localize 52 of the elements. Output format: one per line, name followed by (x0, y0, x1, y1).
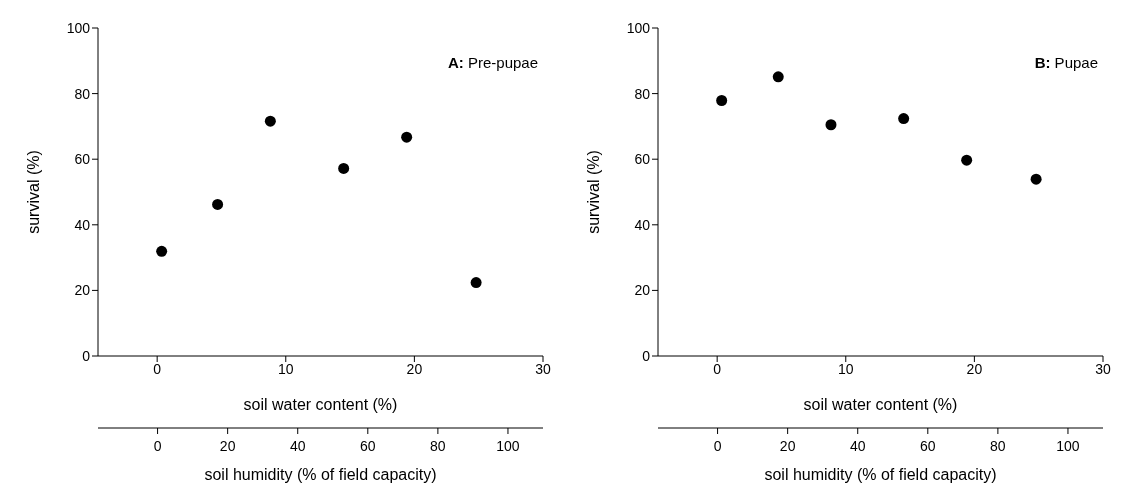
y-tick-label: 0 (642, 347, 651, 364)
x2-tick-label: 80 (430, 438, 446, 454)
x2-tick-label: 60 (920, 438, 936, 454)
y-axis-title: survival (%) (584, 150, 602, 234)
x2-tick-label: 40 (289, 438, 306, 454)
y-tick-label: 60 (634, 151, 651, 168)
x-tick-label: 0 (713, 360, 722, 377)
y-tick-label: 40 (74, 216, 91, 233)
x-tick-label: 30 (535, 360, 551, 377)
y-tick-label: 20 (634, 282, 651, 299)
y-axis-title: survival (%) (24, 150, 42, 234)
x2-axis-title: soil humidity (% of field capacity) (204, 466, 437, 483)
x2-axis-title: soil humidity (% of field capacity) (764, 466, 997, 483)
x-tick-label: 20 (406, 360, 423, 377)
x2-tick-label: 0 (153, 438, 162, 454)
x-axis-title: soil water content (%) (243, 396, 398, 413)
annotation: A: Pre-pupae (447, 54, 538, 71)
x2-tick-label: 0 (713, 438, 722, 454)
annotation: B: Pupae (1034, 54, 1098, 71)
point (401, 131, 413, 143)
x2-tick-label: 60 (360, 438, 376, 454)
y-tick-label: 60 (74, 151, 91, 168)
point (338, 162, 350, 174)
point (961, 154, 973, 166)
x2-tick-label: 20 (779, 438, 796, 454)
point (825, 119, 837, 131)
x-tick-label: 30 (1095, 360, 1111, 377)
y-tick-label: 40 (634, 216, 651, 233)
point (898, 113, 910, 125)
point (156, 245, 168, 257)
x-axis-title: soil water content (%) (803, 396, 958, 413)
y-tick-label: 100 (626, 19, 651, 36)
y-tick-label: 100 (66, 19, 91, 36)
x-tick-label: 0 (153, 360, 162, 377)
y-tick-label: 80 (74, 85, 91, 102)
point (716, 94, 728, 106)
point (470, 277, 482, 289)
x2-tick-label: 100 (1056, 438, 1080, 454)
y-tick-label: 80 (634, 85, 651, 102)
x-tick-label: 10 (277, 360, 294, 377)
point (212, 198, 224, 210)
point (1030, 173, 1042, 185)
x2-tick-label: 100 (496, 438, 520, 454)
y-tick-label: 0 (82, 347, 91, 364)
point (264, 115, 276, 127)
x2-tick-label: 40 (849, 438, 866, 454)
point (772, 71, 784, 83)
x-tick-label: 10 (837, 360, 854, 377)
x2-tick-label: 20 (219, 438, 236, 454)
y-tick-label: 20 (74, 282, 91, 299)
x2-tick-label: 80 (990, 438, 1006, 454)
x-tick-label: 20 (966, 360, 983, 377)
